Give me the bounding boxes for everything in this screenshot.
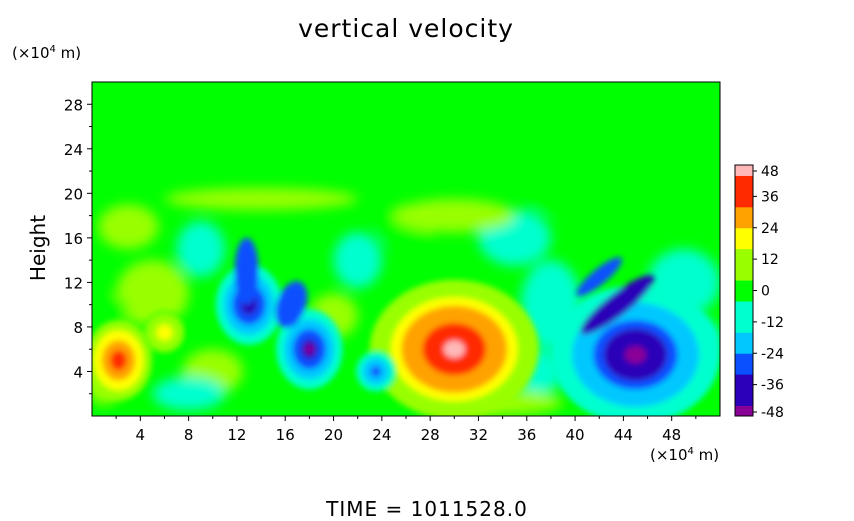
- texture-blob: [98, 204, 159, 249]
- downdraft-streak: [234, 237, 259, 305]
- colorbar-segment: [735, 374, 753, 386]
- y-unit-exponent: 4: [49, 44, 56, 55]
- colorbar-segment: [735, 217, 753, 229]
- time-footer: TIME = 1011528.0: [326, 497, 528, 521]
- texture-blob: [164, 187, 358, 211]
- y-tick-label: 12: [64, 274, 83, 292]
- x-unit-suffix: m): [693, 446, 720, 464]
- downdraft-streak: [576, 257, 622, 297]
- contour-ring: [305, 344, 314, 355]
- x-tick-label: 12: [227, 426, 246, 444]
- y-axis-unit: (×104 m): [12, 44, 81, 62]
- colorbar-segment: [735, 175, 753, 187]
- colorbar-label: 24: [761, 221, 779, 237]
- x-tick-label: 32: [469, 426, 488, 444]
- colorbar-segment: [735, 165, 753, 176]
- colorbar-segment: [735, 259, 753, 271]
- colorbar-segment: [735, 363, 753, 375]
- downdraft-streak: [580, 275, 655, 335]
- colorbar-label: 12: [761, 252, 779, 268]
- y-unit-prefix: (×10: [12, 44, 50, 62]
- feature-downdraft: [550, 285, 720, 416]
- x-axis-unit: (×104 m): [650, 446, 719, 464]
- y-tick-label: 20: [64, 185, 83, 203]
- feature-updraft: [92, 320, 152, 401]
- contour-ring: [114, 355, 123, 366]
- texture-blob: [176, 221, 225, 277]
- texture-blob: [333, 232, 382, 288]
- contour-ring: [373, 368, 379, 375]
- colorbar-segment: [735, 238, 753, 250]
- feature-updraft: [369, 279, 539, 416]
- colorbar-segment: [735, 353, 753, 365]
- contours: [92, 237, 720, 416]
- chart-title: vertical velocity: [298, 14, 514, 43]
- colorbar-label: -12: [761, 315, 784, 331]
- contour-ring: [443, 340, 465, 358]
- colorbar-label: 0: [761, 284, 770, 300]
- y-tick-label: 4: [73, 363, 83, 381]
- contour-ring: [624, 346, 647, 364]
- feature-downdraft: [276, 309, 343, 390]
- texture-blob: [393, 198, 515, 233]
- colorbar-label: 48: [761, 164, 779, 180]
- colorbar-segment: [735, 342, 753, 354]
- downdraft-streak: [275, 281, 308, 329]
- colorbar-segment: [735, 321, 753, 333]
- texture-blob: [526, 191, 672, 218]
- y-tick-label: 28: [64, 96, 83, 114]
- colorbar-segment: [735, 300, 753, 312]
- colorbar-segment: [735, 248, 753, 260]
- x-tick-label: 40: [566, 426, 585, 444]
- heatmap-field: [92, 82, 720, 416]
- colorbar-segment: [735, 405, 753, 417]
- colorbar-label: -48: [761, 405, 784, 421]
- x-tick-label: 28: [421, 426, 440, 444]
- colorbar-label: -36: [761, 378, 784, 394]
- colorbar-segment: [735, 395, 753, 407]
- x-tick-label: 20: [324, 426, 343, 444]
- colorbar-segment: [735, 227, 753, 239]
- colorbar-label: -24: [761, 346, 784, 362]
- colorbar-segment: [735, 290, 753, 302]
- colorbar-segment: [735, 196, 753, 208]
- x-tick-label: 8: [184, 426, 194, 444]
- x-tick-label: 16: [276, 426, 295, 444]
- x-tick-label: 36: [517, 426, 536, 444]
- x-tick-label: 44: [614, 426, 633, 444]
- colorbar-segment: [735, 311, 753, 323]
- feature-updraft: [143, 311, 186, 354]
- colorbar-segment: [735, 384, 753, 396]
- x-unit-exponent: 4: [687, 446, 694, 457]
- x-tick-label: 48: [662, 426, 681, 444]
- contour-ring: [161, 329, 168, 336]
- y-unit-suffix: m): [55, 44, 82, 62]
- colorbar-segment: [735, 206, 753, 218]
- x-unit-prefix: (×10: [650, 446, 688, 464]
- texture-blob: [152, 377, 225, 411]
- colorbar: 48 36 24 12 0 -12 -24 -36 -48: [734, 164, 784, 421]
- colorbar-segment: [735, 280, 753, 291]
- colorbar-segment: [735, 332, 753, 344]
- y-tick-label: 16: [64, 230, 83, 248]
- y-tick-label: 24: [64, 141, 83, 159]
- colorbar-label: 36: [761, 189, 779, 205]
- x-tick-label: 24: [372, 426, 391, 444]
- colorbar-segment: [735, 185, 753, 197]
- x-tick-label: 4: [136, 426, 146, 444]
- texture-blob: [116, 260, 189, 327]
- feature-downdraft: [354, 350, 397, 393]
- y-tick-label: 8: [73, 319, 83, 337]
- colorbar-segment: [735, 269, 753, 281]
